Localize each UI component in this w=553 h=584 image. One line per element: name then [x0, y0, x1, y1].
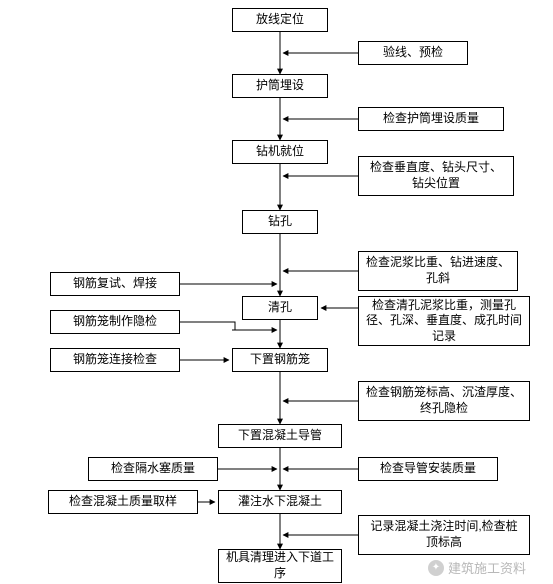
flow-node-n5: 钻机就位	[232, 140, 328, 164]
flow-node-n21: 记录混凝土浇注时间,检查桩顶标高	[358, 515, 530, 555]
flow-node-n17: 检查隔水塞质量	[88, 457, 218, 481]
watermark-icon: ✦	[428, 560, 444, 576]
flow-node-n6: 检查垂直度、钻头尺寸、钻尖位置	[358, 156, 514, 196]
flow-node-n10: 清孔	[242, 296, 318, 320]
flow-node-n8: 检查泥浆比重、钻进速度、孔斜	[358, 251, 518, 291]
flow-node-n14: 下置钢筋笼	[232, 348, 328, 372]
edge-10	[180, 322, 235, 330]
flow-node-n12: 钢筋笼制作隐检	[50, 310, 180, 334]
flow-node-n15: 检查钢筋笼标高、沉渣厚度、终孔隐检	[358, 381, 530, 421]
flow-node-n9: 钢筋复试、焊接	[50, 272, 180, 296]
flow-node-n7: 钻孔	[242, 210, 318, 234]
flow-node-n19: 检查混凝土质量取样	[48, 490, 198, 514]
flow-node-n13: 钢筋笼连接检查	[50, 348, 180, 372]
flow-node-n18: 检查导管安装质量	[358, 457, 498, 481]
flow-node-n2: 验线、预检	[358, 41, 468, 65]
watermark: ✦ 建筑施工资料	[428, 558, 526, 577]
watermark-text: 建筑施工资料	[448, 558, 526, 577]
flow-node-n16: 下置混凝土导管	[218, 424, 342, 448]
flow-node-n22: 机具清理进入下道工序	[218, 549, 342, 583]
flow-node-n11: 检查清孔泥浆比重，测量孔径、孔深、垂直度、成孔时间记录	[358, 296, 530, 346]
flow-node-n4: 检查护筒埋设质量	[358, 107, 504, 131]
flow-node-n20: 灌注水下混凝土	[218, 490, 342, 514]
flow-node-n3: 护筒埋设	[232, 74, 328, 98]
flow-node-n1: 放线定位	[232, 8, 328, 32]
